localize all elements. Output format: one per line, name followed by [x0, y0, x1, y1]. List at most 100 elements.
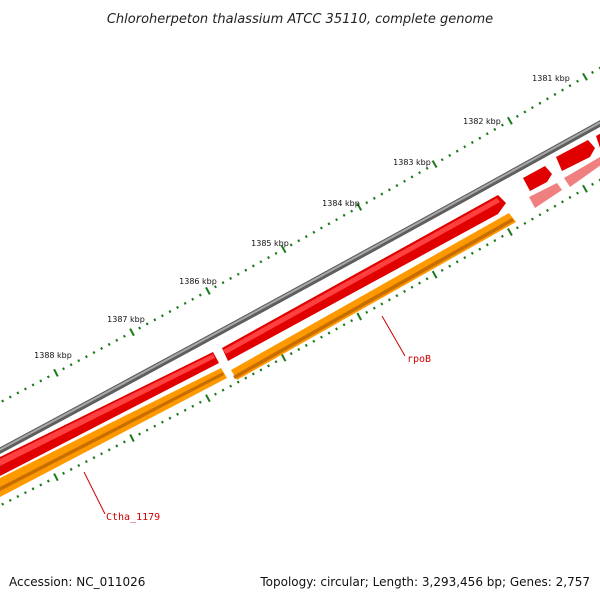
- minor-tick: [191, 297, 195, 301]
- minor-tick: [372, 306, 376, 310]
- minor-tick: [553, 92, 557, 96]
- minor-tick: [153, 424, 157, 428]
- minor-tick: [92, 351, 96, 355]
- minor-tick: [410, 175, 414, 179]
- gene-rpoB-highlight: [223, 198, 500, 354]
- minor-tick: [168, 416, 172, 420]
- minor-tick: [229, 384, 233, 388]
- major-tick: [582, 184, 588, 193]
- minor-tick: [576, 79, 579, 83]
- minor-tick: [221, 388, 225, 392]
- major-tick: [507, 228, 513, 236]
- tick-label-1388: 1388 kbp: [34, 351, 72, 360]
- minor-tick: [198, 293, 202, 297]
- minor-tick: [448, 264, 452, 268]
- minor-tick: [115, 444, 119, 448]
- minor-tick: [69, 467, 73, 471]
- major-tick: [582, 72, 588, 81]
- minor-tick: [350, 319, 354, 323]
- minor-tick: [251, 264, 255, 268]
- minor-tick: [251, 372, 255, 376]
- major-tick: [129, 328, 135, 337]
- minor-tick: [304, 235, 308, 239]
- gene-reverse-right-shade: [233, 218, 514, 379]
- gene-forward-faded-2[interactable]: [564, 157, 600, 187]
- minor-tick: [236, 380, 240, 384]
- minor-tick: [440, 158, 444, 162]
- minor-tick: [448, 153, 452, 157]
- minor-tick: [69, 363, 73, 367]
- major-tick: [507, 116, 513, 125]
- gene-forward-left-highlight: [0, 354, 215, 466]
- minor-tick: [297, 239, 301, 243]
- minor-tick: [335, 327, 338, 331]
- minor-tick: [455, 149, 459, 153]
- minor-tick: [365, 310, 369, 314]
- minor-tick: [312, 339, 316, 343]
- major-tick: [205, 286, 211, 295]
- minor-tick: [244, 376, 248, 380]
- minor-tick: [153, 318, 157, 322]
- minor-tick: [39, 483, 43, 487]
- minor-tick: [403, 179, 406, 183]
- minor-tick: [304, 343, 308, 347]
- minor-tick: [1, 399, 5, 403]
- minor-tick: [342, 323, 346, 327]
- minor-tick: [387, 298, 391, 302]
- minor-tick: [470, 251, 474, 255]
- minor-tick: [546, 97, 549, 101]
- genome-title: Chloroherpeton thalassium ATCC 35110, co…: [107, 12, 493, 27]
- gene-forward-faded-1[interactable]: [529, 183, 562, 208]
- minor-tick: [259, 260, 263, 264]
- minor-tick: [403, 289, 406, 293]
- tick-label-1381: 1381 kbp: [532, 74, 570, 83]
- major-tick: [356, 202, 363, 211]
- minor-tick: [8, 498, 12, 502]
- gene-label-ctha-1179: Ctha_1179: [106, 512, 160, 523]
- scale-ticks: [1, 66, 600, 506]
- minor-tick: [553, 204, 557, 208]
- minor-tick: [538, 101, 542, 105]
- tick-label-1386: 1386 kbp: [179, 277, 217, 286]
- minor-tick: [16, 494, 20, 499]
- minor-tick: [372, 196, 376, 200]
- minor-tick: [145, 428, 149, 432]
- minor-tick: [440, 268, 444, 272]
- minor-tick: [100, 452, 103, 456]
- gene-forward-small-3[interactable]: [596, 128, 600, 151]
- minor-tick: [327, 222, 331, 226]
- minor-tick: [568, 195, 572, 199]
- minor-tick: [31, 383, 35, 387]
- minor-tick: [62, 471, 65, 475]
- minor-tick: [342, 213, 346, 217]
- minor-tick: [485, 132, 489, 136]
- minor-tick: [289, 352, 293, 356]
- gene-forward-small-2[interactable]: [556, 140, 595, 171]
- genome-summary: Topology: circular; Length: 3,293,456 bp…: [259, 575, 590, 589]
- minor-tick: [24, 387, 27, 391]
- minor-tick: [500, 234, 504, 238]
- minor-tick: [410, 285, 414, 289]
- minor-tick: [576, 191, 579, 195]
- minor-tick: [267, 364, 270, 368]
- rpoB-leader-line: [381, 315, 406, 357]
- minor-tick: [463, 256, 467, 260]
- gene-forward-small-1[interactable]: [523, 166, 552, 191]
- minor-tick: [236, 272, 240, 276]
- tick-label-1387: 1387 kbp: [107, 315, 145, 324]
- minor-tick: [320, 335, 323, 339]
- minor-tick: [395, 184, 399, 188]
- minor-tick: [221, 281, 225, 285]
- minor-tick: [168, 310, 172, 314]
- minor-tick: [160, 420, 164, 424]
- minor-tick: [46, 479, 50, 483]
- minor-tick: [84, 355, 88, 359]
- minor-tick: [176, 305, 179, 309]
- minor-tick: [387, 188, 391, 192]
- minor-tick: [122, 334, 126, 338]
- minor-tick: [478, 136, 482, 140]
- scale-tick-labels: 1381 kbp 1382 kbp 1383 kbp 1384 kbp 1385…: [34, 74, 570, 360]
- minor-tick: [561, 200, 564, 204]
- minor-tick: [214, 285, 217, 289]
- major-tick: [280, 245, 287, 254]
